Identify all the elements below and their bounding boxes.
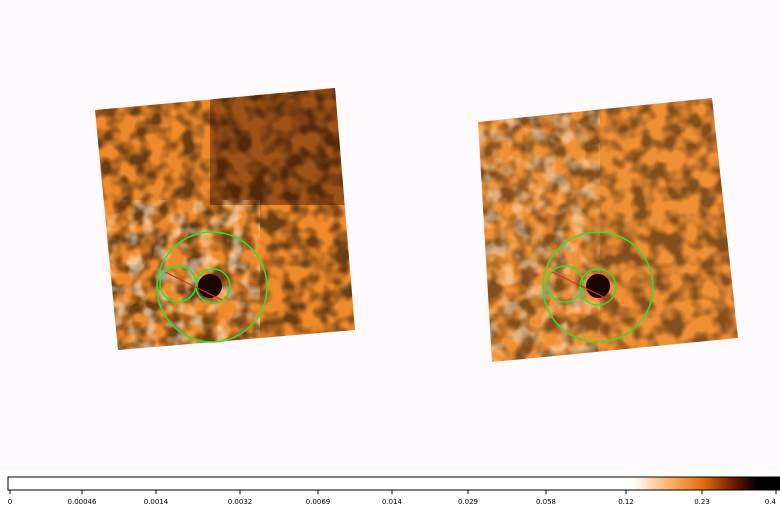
colorbar-tick-label: 0.0014 <box>144 498 169 506</box>
colorbar-tick-label: 0 <box>8 498 12 506</box>
colorbar-tick-label: 0.4 <box>765 498 777 506</box>
colorbar-tick-label: 0.00046 <box>68 498 97 506</box>
left-image <box>90 85 360 355</box>
colorbar-tick-label: 0.014 <box>382 498 403 506</box>
colorbar <box>8 477 780 490</box>
page: 0 0.00046 0.0014 0.0032 0.0069 0.014 0.029 0.05… <box>0 0 780 513</box>
image-viewer: 0 0.00046 0.0014 0.0032 0.0069 0.014 0.029 0.05… <box>0 0 780 513</box>
colorbar-tick-label: 0.0032 <box>228 498 253 506</box>
colorbar-tick-label: 0.23 <box>694 498 710 506</box>
colorbar-tick-label: 0.12 <box>618 498 634 506</box>
colorbar-tick-label: 0.029 <box>458 498 478 506</box>
colorbar-tick-label: 0.0069 <box>306 498 331 506</box>
colorbar-tick-label: 0.058 <box>536 498 556 506</box>
